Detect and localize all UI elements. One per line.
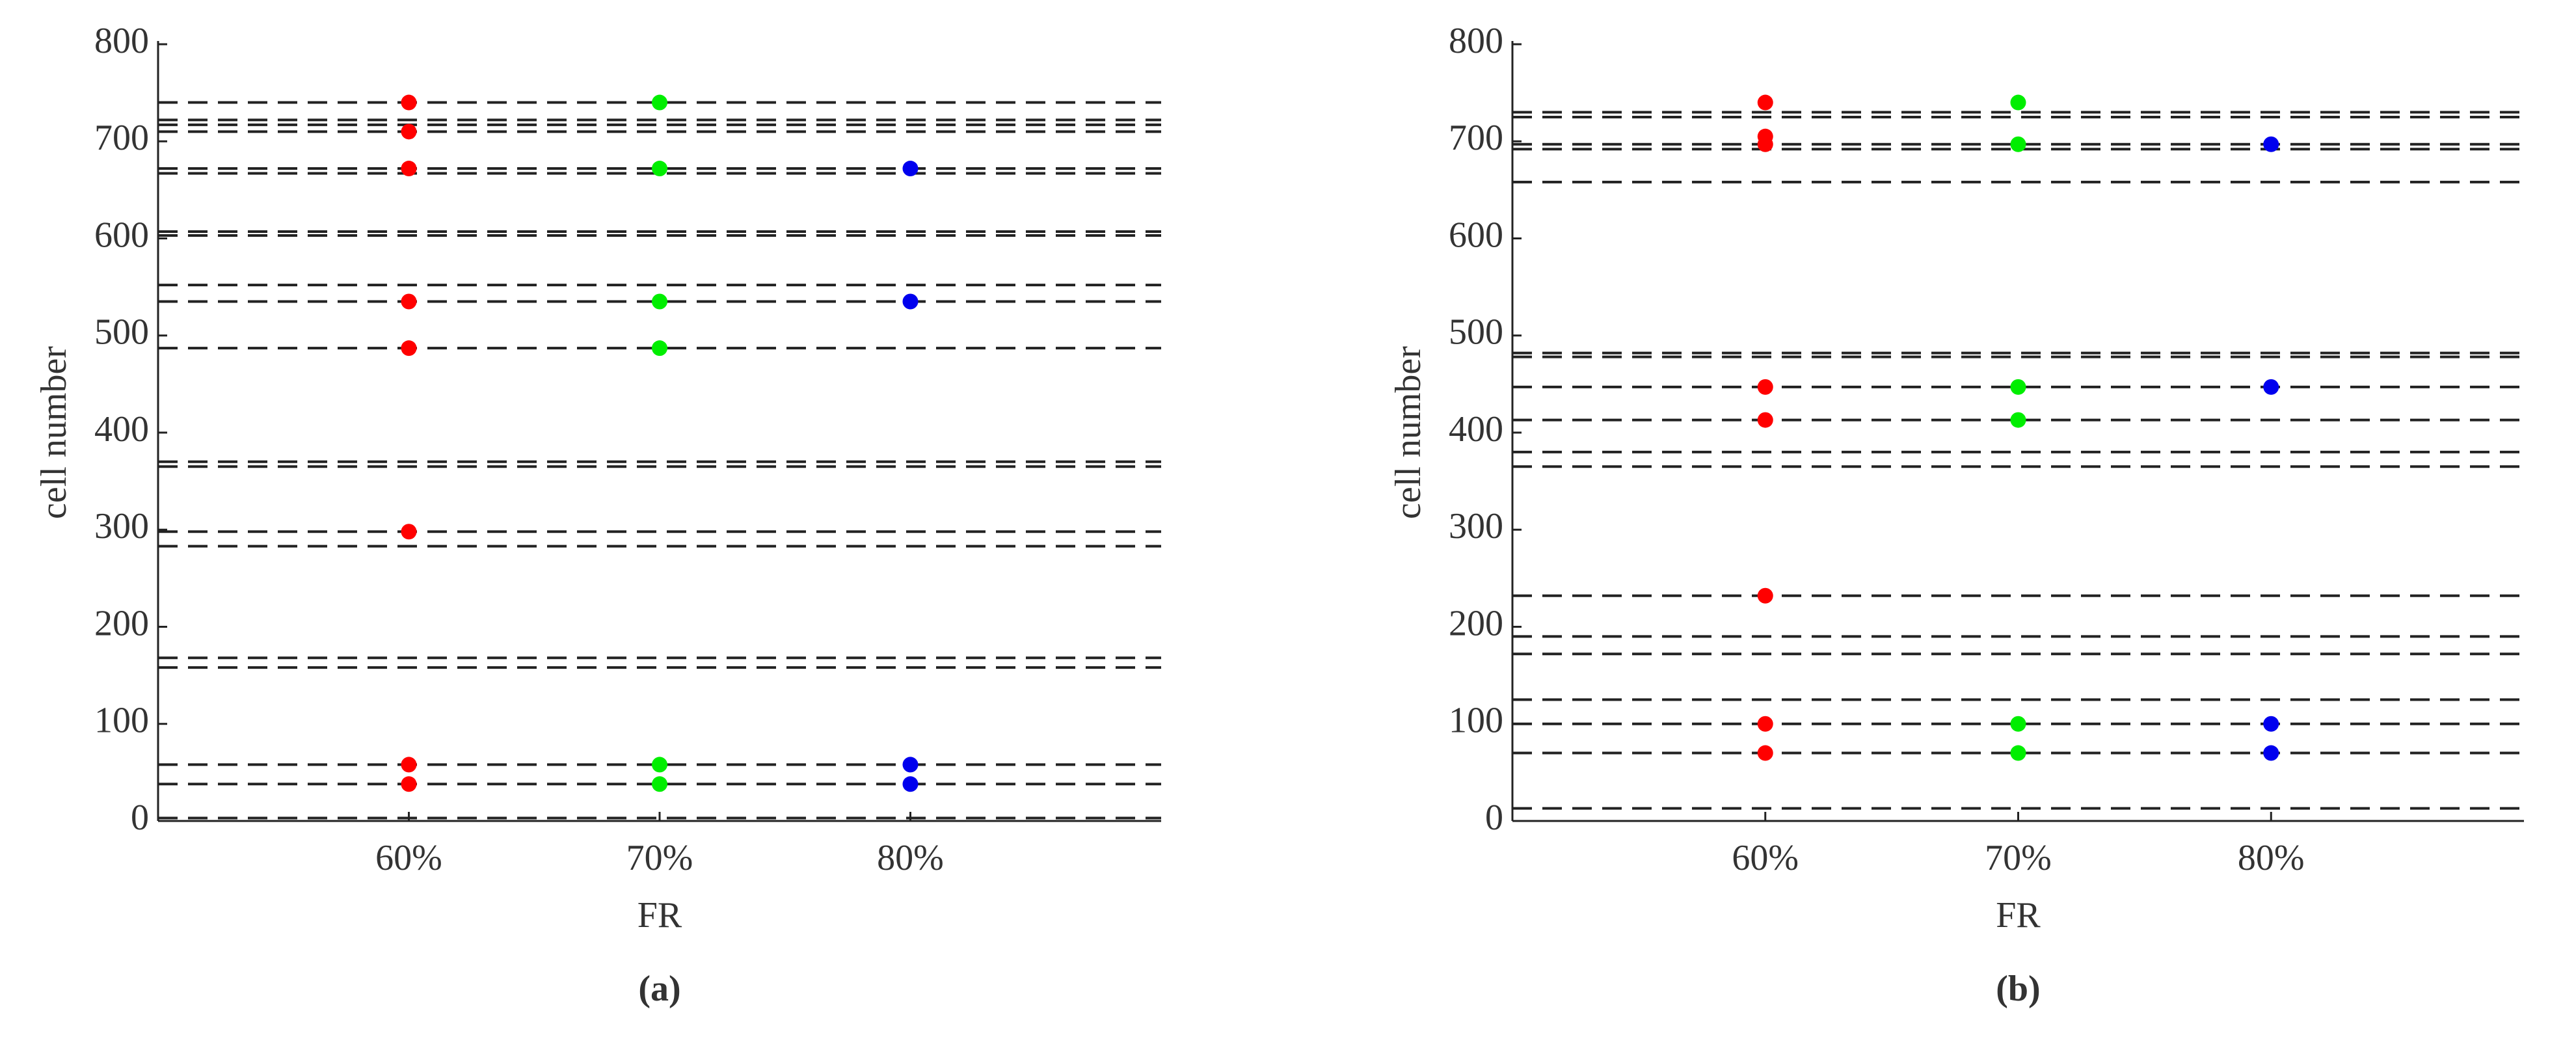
point bbox=[1757, 412, 1773, 428]
y-tick-label: 0 bbox=[131, 798, 149, 838]
point bbox=[1757, 587, 1773, 604]
point bbox=[401, 776, 417, 792]
point bbox=[1757, 379, 1773, 395]
point bbox=[401, 161, 417, 177]
x-tick-label: 70% bbox=[1985, 838, 2052, 878]
y-tick-label: 600 bbox=[94, 215, 149, 255]
y-axis-label: cell number bbox=[34, 346, 74, 519]
point bbox=[2010, 716, 2026, 732]
point bbox=[652, 776, 667, 792]
point bbox=[1757, 716, 1773, 732]
x-tick-label: 60% bbox=[1732, 838, 1799, 878]
point bbox=[2010, 379, 2026, 395]
y-tick-label: 800 bbox=[94, 21, 149, 61]
point bbox=[2263, 745, 2279, 761]
x-tick-label: 80% bbox=[2238, 838, 2305, 878]
point bbox=[652, 161, 667, 177]
y-tick-label: 400 bbox=[94, 409, 149, 450]
x-tick-label: 60% bbox=[375, 838, 442, 878]
y-tick-label: 500 bbox=[1449, 312, 1503, 353]
x-axis-label: FR bbox=[637, 895, 682, 935]
point bbox=[652, 94, 667, 111]
point bbox=[2263, 716, 2279, 732]
caption: (b) bbox=[1996, 969, 2040, 1009]
point bbox=[652, 340, 667, 356]
y-tick-label: 200 bbox=[94, 603, 149, 643]
point bbox=[401, 124, 417, 140]
point bbox=[2010, 745, 2026, 761]
y-tick-label: 500 bbox=[94, 312, 149, 353]
point bbox=[902, 757, 919, 773]
point bbox=[401, 524, 417, 540]
point bbox=[2010, 94, 2026, 111]
x-tick-label: 80% bbox=[877, 838, 944, 878]
point bbox=[2010, 136, 2026, 152]
y-tick-label: 400 bbox=[1449, 409, 1503, 450]
y-axis-label: cell number bbox=[1388, 346, 1429, 519]
caption: (a) bbox=[638, 969, 680, 1009]
y-tick-label: 700 bbox=[94, 118, 149, 158]
point bbox=[401, 94, 417, 111]
point bbox=[2010, 412, 2026, 428]
point bbox=[401, 757, 417, 773]
x-tick-label: 70% bbox=[626, 838, 693, 878]
point bbox=[902, 776, 919, 792]
point bbox=[902, 293, 919, 310]
point bbox=[1757, 94, 1773, 111]
y-tick-label: 600 bbox=[1449, 215, 1503, 255]
y-tick-label: 0 bbox=[1485, 798, 1503, 838]
point bbox=[902, 161, 919, 177]
y-tick-label: 100 bbox=[94, 701, 149, 741]
point bbox=[401, 340, 417, 356]
point bbox=[2263, 379, 2279, 395]
point bbox=[652, 293, 667, 310]
point bbox=[2263, 136, 2279, 152]
y-tick-label: 300 bbox=[94, 506, 149, 546]
point bbox=[652, 757, 667, 773]
x-axis-label: FR bbox=[1996, 895, 2041, 935]
point bbox=[1757, 745, 1773, 761]
y-tick-label: 300 bbox=[1449, 506, 1503, 546]
point bbox=[401, 293, 417, 310]
y-tick-label: 100 bbox=[1449, 701, 1503, 741]
y-tick-label: 800 bbox=[1449, 21, 1503, 61]
y-tick-label: 700 bbox=[1449, 118, 1503, 158]
y-tick-label: 200 bbox=[1449, 603, 1503, 643]
point bbox=[1757, 136, 1773, 152]
